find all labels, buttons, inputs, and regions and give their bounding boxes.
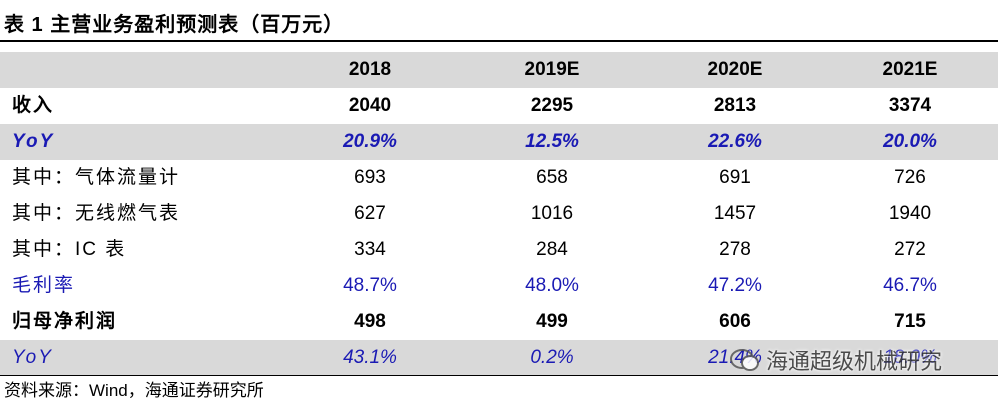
data-cell: 1940 xyxy=(888,203,932,224)
data-cell: 334 xyxy=(354,239,386,260)
data-cell: 658 xyxy=(536,167,568,188)
data-cell: 693 xyxy=(354,167,386,188)
data-cell: 48.7% xyxy=(343,275,397,296)
data-cell: 48.0% xyxy=(525,275,579,296)
data-cell: 43.1% xyxy=(343,347,397,368)
data-cell: 1457 xyxy=(713,203,757,224)
row-label: 其中：气体流量计 xyxy=(12,167,181,188)
data-cell: 20.0% xyxy=(883,131,937,152)
row-label: 毛利率 xyxy=(12,275,76,296)
data-cell: 498 xyxy=(354,311,386,332)
data-cell: 0.2% xyxy=(530,347,574,368)
row-label: 其中：IC 表 xyxy=(12,239,127,260)
data-cell: 726 xyxy=(894,167,926,188)
row-label: 其中：无线燃气表 xyxy=(12,203,181,224)
row-label: YoY xyxy=(12,131,55,152)
rule xyxy=(0,40,998,42)
row-background xyxy=(0,340,998,376)
data-cell: 20.9% xyxy=(343,131,397,152)
data-cell: 22.6% xyxy=(708,131,762,152)
row-background xyxy=(0,52,998,88)
data-cell: 715 xyxy=(894,311,926,332)
header-cell: 2019E xyxy=(524,59,580,80)
rule xyxy=(0,375,998,376)
header-cell: 2021E xyxy=(882,59,938,80)
data-cell: 2295 xyxy=(530,95,574,116)
data-cell: 2813 xyxy=(713,95,757,116)
watermark-icon xyxy=(730,349,759,371)
source-note: 资料来源：Wind，海通证券研究所 xyxy=(4,381,264,400)
data-cell: 3374 xyxy=(888,95,932,116)
row-label: YoY xyxy=(12,347,53,368)
watermark: 海通超级机械研究 xyxy=(730,344,942,376)
data-cell: 499 xyxy=(536,311,568,332)
data-cell: 627 xyxy=(354,203,386,224)
table-title: 表 1 主营业务盈利预测表（百万元） xyxy=(4,14,345,36)
data-cell: 12.5% xyxy=(525,131,579,152)
row-label: 归母净利润 xyxy=(12,311,118,332)
data-cell: 691 xyxy=(719,167,751,188)
data-cell: 18.0% xyxy=(883,347,937,368)
data-cell: 46.7% xyxy=(883,275,937,296)
data-cell: 2040 xyxy=(348,95,392,116)
data-cell: 47.2% xyxy=(708,275,762,296)
data-cell: 284 xyxy=(536,239,568,260)
header-cell: 2020E xyxy=(707,59,763,80)
watermark-text: 海通超级机械研究 xyxy=(766,349,943,374)
data-cell: 278 xyxy=(719,239,751,260)
row-background xyxy=(0,124,998,160)
data-cell: 272 xyxy=(894,239,926,260)
header-cell: 2018 xyxy=(348,59,392,80)
data-cell: 1016 xyxy=(530,203,574,224)
row-label: 收入 xyxy=(12,95,55,116)
data-cell: 606 xyxy=(719,311,751,332)
